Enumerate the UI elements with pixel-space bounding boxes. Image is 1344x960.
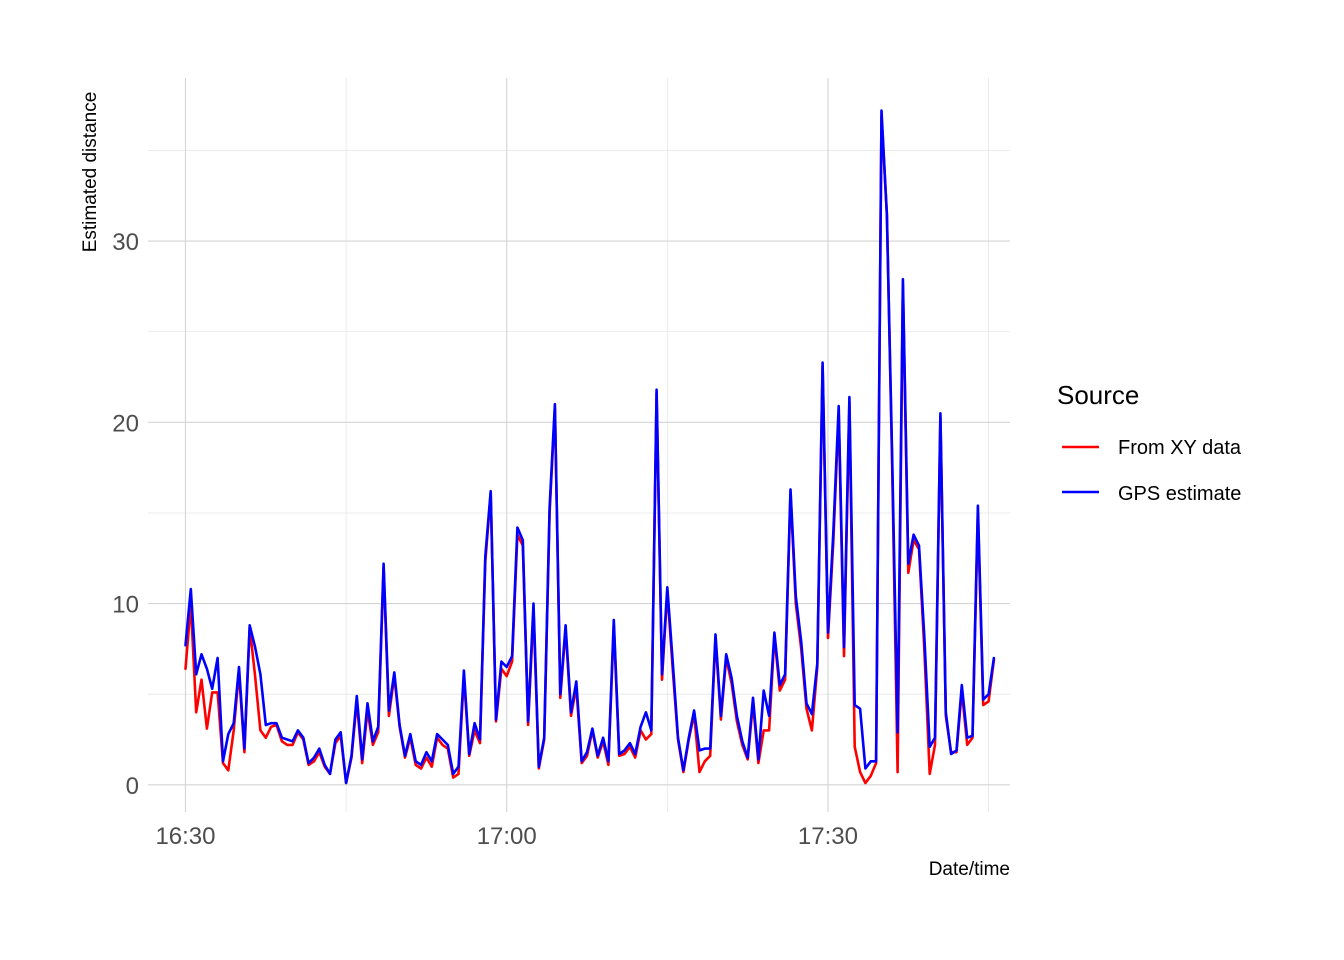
y-tick-label: 30 <box>112 229 139 256</box>
y-axis-title: Estimated distance <box>80 92 101 253</box>
series-line-from-xy-data <box>184 114 996 785</box>
x-axis-tick-labels: 16:30 17:00 17:30 <box>155 823 858 850</box>
y-tick-label: 0 <box>126 773 139 800</box>
legend-title: Source <box>1057 380 1139 410</box>
x-tick-label: 16:30 <box>155 823 215 850</box>
series-line-gps-estimate <box>184 109 996 785</box>
x-tick-label: 17:30 <box>798 823 858 850</box>
series-lines <box>184 109 996 785</box>
x-tick-label: 17:00 <box>477 823 537 850</box>
legend-label-gps-estimate: GPS estimate <box>1118 483 1241 505</box>
y-tick-label: 20 <box>112 410 139 437</box>
y-tick-label: 10 <box>112 592 139 619</box>
y-axis-tick-labels: 0 10 20 30 <box>112 229 139 800</box>
x-axis-title: Date/time <box>929 859 1010 880</box>
grid <box>148 78 1010 812</box>
legend-label-from-xy-data: From XY data <box>1118 437 1242 459</box>
legend: Source From XY data GPS estimate <box>1057 380 1242 505</box>
